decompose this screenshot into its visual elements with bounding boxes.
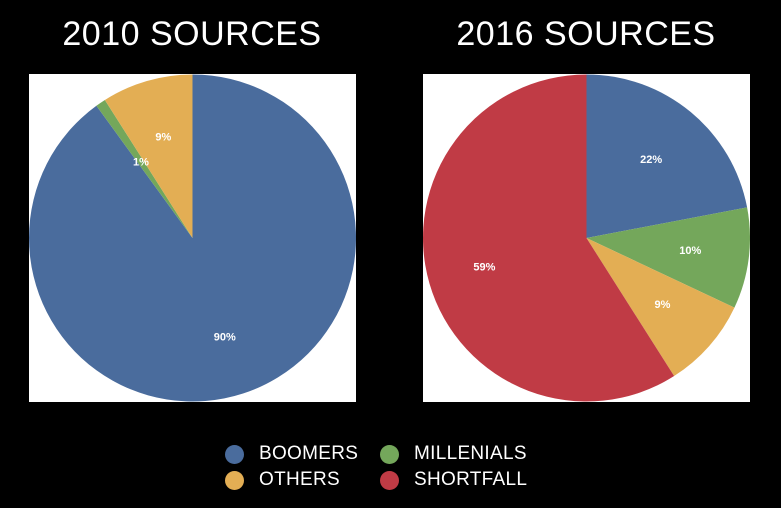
pie-panel-2010: 90% 1% 9% [29,74,356,402]
slice-label-2010-boomers: 90% [214,332,236,344]
legend-label-others: OTHERS [259,469,340,490]
chart-title-2010: 2010 SOURCES [62,15,322,53]
pie-slice-2016-shortfall [423,74,675,402]
legend-swatch-shortfall [380,470,399,490]
pie-slice-2016-others [586,238,735,377]
pie-chart-2016: 22% 10% 9% 59% [423,74,750,402]
legend-item-boomers: BOOMERS [225,443,380,465]
slice-label-2016-millenials: 10% [679,245,701,257]
slice-label-2016-boomers: 22% [640,154,662,166]
legend-label-shortfall: SHORTFALL [414,469,528,490]
legend-item-others: OTHERS [225,469,380,491]
slice-label-2016-others: 9% [655,299,671,311]
legend-label-boomers: BOOMERS [259,443,359,464]
slice-label-2010-others: 9% [155,132,171,144]
chart-legend: BOOMERS MILLENIALS OTHERS SHORTFALL [225,443,540,491]
pie-chart-2010: 90% 1% 9% [29,74,356,402]
pie-slice-2016-millenials [586,207,750,308]
slice-label-2016-shortfall: 59% [473,262,495,274]
pie-panel-2016: 22% 10% 9% 59% [423,74,750,402]
pie-slice-2010-millenials [96,99,193,238]
slice-label-2010-millenials: 1% [133,156,149,168]
legend-item-shortfall: SHORTFALL [380,469,540,491]
pie-slice-2010-others [104,74,193,238]
legend-swatch-others [225,470,244,490]
legend-swatch-boomers [225,444,244,464]
legend-swatch-millenials [380,444,399,464]
pie-slice-2016-boomers [586,74,748,238]
legend-item-millenials: MILLENIALS [380,443,540,465]
chart-title-2016: 2016 SOURCES [456,15,716,53]
legend-label-millenials: MILLENIALS [414,443,527,464]
pie-slice-2010-boomers [29,74,356,402]
